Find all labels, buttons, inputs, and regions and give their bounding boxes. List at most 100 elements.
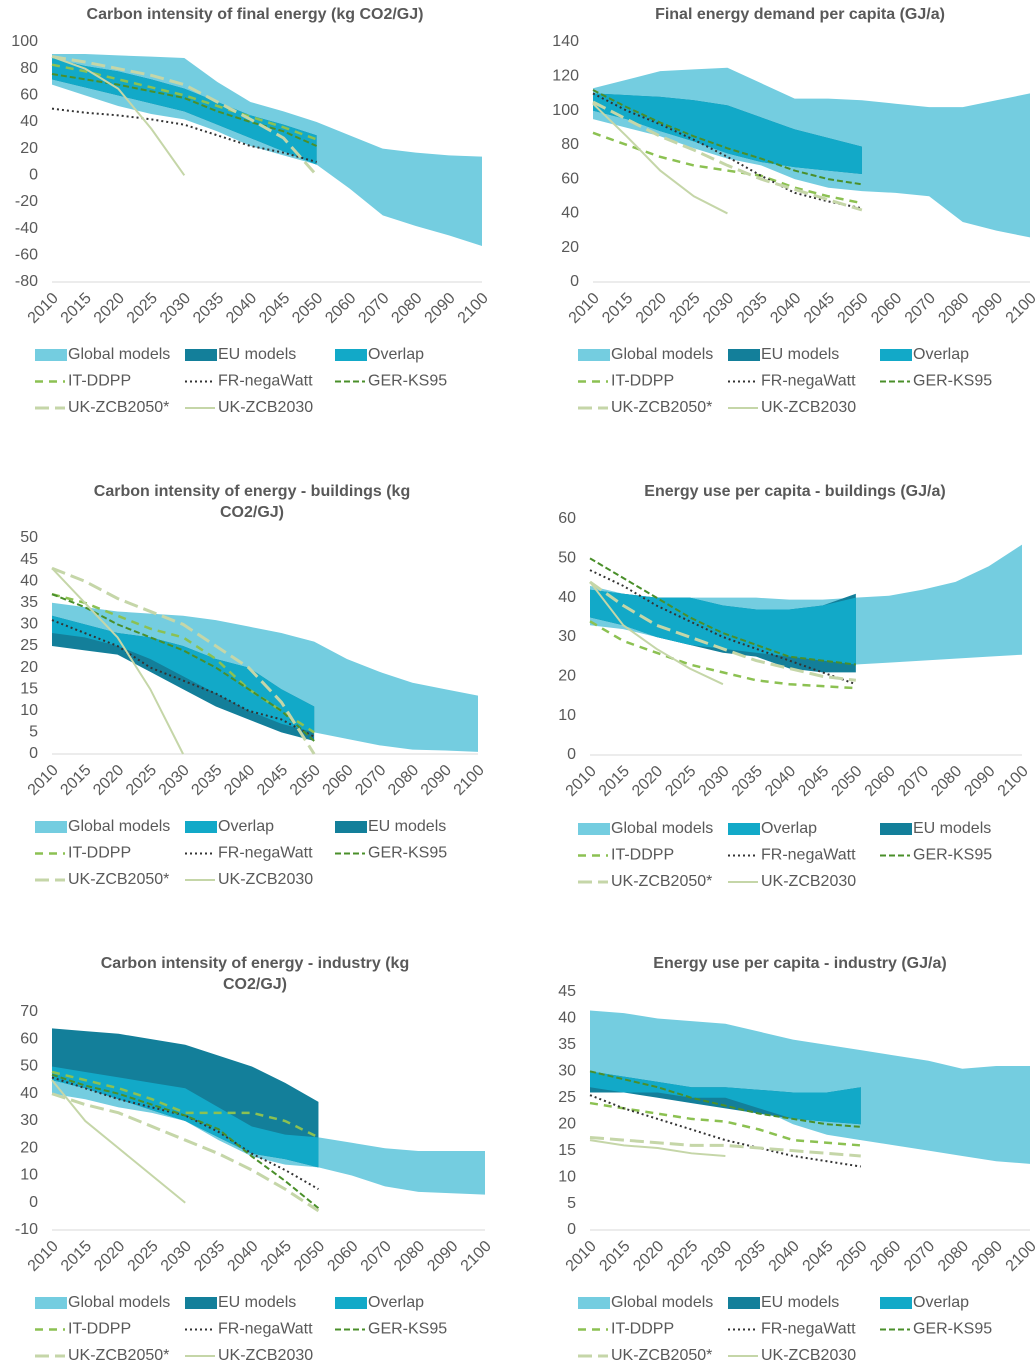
series-line — [589, 1094, 861, 1168]
y-tick-label: 0 — [29, 745, 38, 762]
legend-label: Global models — [611, 820, 713, 837]
chart-title: Carbon intensity of final energy (kg CO2… — [87, 6, 424, 23]
x-tick-label: 2035 — [188, 762, 225, 799]
legend-swatch — [880, 823, 912, 835]
y-tick-label: 40 — [20, 1085, 38, 1102]
chart-title: Energy use per capita - industry (GJ/a) — [653, 955, 946, 972]
y-tick-label: 80 — [561, 136, 579, 153]
legend-label: IT-DDPP — [611, 847, 674, 864]
y-tick-label: 40 — [20, 113, 38, 130]
legend-swatch — [185, 821, 217, 833]
chart-title: Carbon intensity of energy - industry (k… — [101, 955, 409, 993]
legend-label: UK-ZCB2050* — [68, 399, 169, 416]
x-tick-label: 2040 — [223, 290, 260, 327]
x-tick-label: 2045 — [801, 290, 838, 327]
legend-label: UK-ZCB2050* — [68, 871, 169, 888]
legend-label: UK-ZCB2050* — [611, 1347, 712, 1364]
x-tick-label: 2100 — [458, 1238, 495, 1275]
series-line — [51, 55, 318, 177]
legend-label: FR-negaWatt — [761, 847, 856, 864]
legend-label: UK-ZCB2030 — [761, 399, 856, 416]
series-line — [51, 107, 317, 163]
x-tick-label: 2010 — [563, 763, 600, 800]
legend-label: Overlap — [761, 820, 817, 837]
series-line — [589, 581, 724, 686]
x-tick-label: 2030 — [156, 762, 193, 799]
x-tick-label: 2010 — [563, 1238, 600, 1275]
x-tick-label: 2060 — [862, 763, 899, 800]
legend-swatch — [728, 823, 760, 835]
x-tick-label: 2030 — [696, 763, 733, 800]
x-tick-label: 2030 — [158, 1238, 195, 1275]
x-tick-label: 2010 — [25, 290, 62, 327]
y-tick-label: -40 — [15, 220, 38, 237]
x-tick-label: 2045 — [256, 290, 293, 327]
x-tick-label: 2045 — [800, 1238, 837, 1275]
x-tick-label: 2060 — [868, 290, 905, 327]
series-line — [589, 1135, 861, 1158]
x-tick-label: 2070 — [895, 763, 932, 800]
legend-label: UK-ZCB2050* — [611, 399, 712, 416]
y-tick-label: 30 — [558, 628, 576, 645]
series-line — [51, 567, 184, 755]
series-line — [589, 557, 856, 666]
legend-label: UK-ZCB2050* — [68, 1347, 169, 1364]
y-tick-label: 20 — [20, 140, 38, 157]
legend-label: UK-ZCB2030 — [218, 1347, 313, 1364]
y-tick-label: 25 — [558, 1089, 576, 1106]
y-tick-label: -60 — [15, 247, 38, 264]
x-tick-label: 2090 — [961, 763, 998, 800]
x-tick-label: 2015 — [599, 290, 636, 327]
legend-label: Overlap — [913, 346, 969, 363]
x-tick-label: 2045 — [258, 1238, 295, 1275]
series-line — [51, 1079, 186, 1204]
x-tick-label: 2100 — [455, 290, 492, 327]
y-tick-label: 60 — [558, 510, 576, 527]
y-tick-label: 80 — [20, 60, 38, 77]
series-line — [51, 1073, 320, 1209]
x-tick-label: 2025 — [666, 290, 703, 327]
y-tick-label: 20 — [20, 659, 38, 676]
band — [52, 615, 315, 733]
x-tick-label: 2050 — [289, 290, 326, 327]
legend-label: FR-negaWatt — [761, 1321, 856, 1338]
series-line — [589, 580, 857, 682]
legend-swatch — [335, 821, 367, 833]
band — [590, 1010, 1030, 1164]
legend-swatch — [185, 349, 217, 361]
legend-label: UK-ZCB2030 — [761, 873, 856, 890]
y-tick-label: -10 — [15, 1221, 38, 1238]
y-tick-label: 60 — [20, 87, 38, 104]
band — [52, 1066, 319, 1168]
x-tick-label: 2090 — [424, 1238, 461, 1275]
chart-panel: Carbon intensity of energy - industry (k… — [15, 955, 495, 1364]
x-tick-label: 2040 — [766, 1238, 803, 1275]
legend-swatch — [728, 349, 760, 361]
legend-label: UK-ZCB2030 — [761, 1347, 856, 1364]
chart-title: Carbon intensity of energy - buildings (… — [94, 483, 410, 521]
y-tick-label: 40 — [20, 572, 38, 589]
y-tick-label: -20 — [15, 193, 38, 210]
y-tick-label: 30 — [558, 1063, 576, 1080]
x-tick-label: 2015 — [58, 1238, 95, 1275]
x-tick-label: 2015 — [596, 1238, 633, 1275]
legend-label: FR-negaWatt — [218, 1321, 313, 1338]
x-tick-label: 2010 — [25, 1238, 62, 1275]
x-tick-label: 2020 — [629, 763, 666, 800]
chart-panel: Carbon intensity of final energy (kg CO2… — [11, 6, 492, 416]
legend-swatch — [185, 1297, 217, 1309]
x-tick-label: 2010 — [25, 762, 62, 799]
y-tick-label: 25 — [20, 637, 38, 654]
x-tick-label: 2060 — [324, 1238, 361, 1275]
legend-label: Overlap — [218, 818, 274, 835]
y-tick-label: 0 — [567, 1221, 576, 1238]
legend-label: IT-DDPP — [611, 1321, 674, 1338]
y-tick-label: -80 — [15, 273, 38, 290]
legend-swatch — [35, 1297, 67, 1309]
x-tick-label: 2050 — [291, 1238, 328, 1275]
x-tick-label: 2025 — [664, 1238, 701, 1275]
y-tick-label: 0 — [567, 746, 576, 763]
legend-label: IT-DDPP — [611, 373, 674, 390]
x-tick-label: 2040 — [767, 290, 804, 327]
x-tick-label: 2090 — [969, 290, 1006, 327]
